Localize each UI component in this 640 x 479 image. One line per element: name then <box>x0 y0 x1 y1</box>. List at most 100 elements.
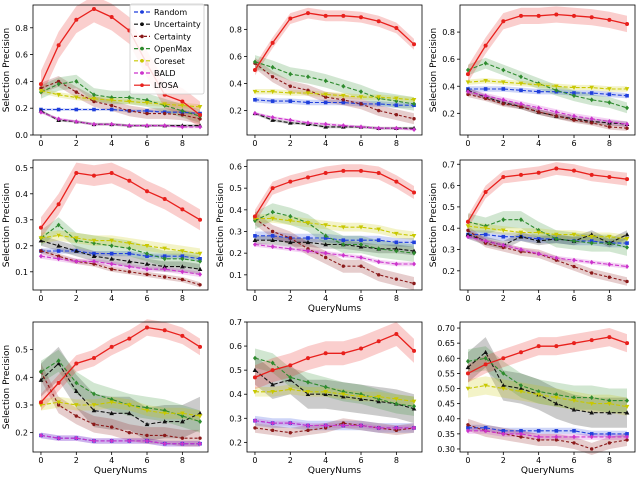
point-openmax <box>625 398 630 404</box>
point-openmax <box>145 97 150 103</box>
series-line-coreset <box>40 234 201 255</box>
point-coreset <box>624 404 630 410</box>
point-lfosa <box>607 335 612 340</box>
x-tick-label: 6 <box>144 139 149 148</box>
band-random <box>41 432 200 447</box>
legend-label-coreset: Coreset <box>154 57 185 66</box>
point-coreset <box>56 233 61 238</box>
point-openmax <box>127 95 132 100</box>
x-axis-label: QueryNums <box>521 466 575 476</box>
point-openmax <box>74 380 79 386</box>
point-bald <box>252 110 257 116</box>
point-random <box>109 251 114 256</box>
panel-2: 0 2 4 6 8 0.2 0.4 0.6 0.8 <box>229 4 423 148</box>
point-uncertainty <box>411 248 417 253</box>
legend-label-bald: BALD <box>154 69 176 78</box>
point-bald <box>288 117 293 123</box>
point-openmax <box>554 392 559 397</box>
series-line-coreset <box>255 91 415 101</box>
y-tick-label: 0.4 <box>442 224 455 233</box>
point-lfosa <box>483 43 488 48</box>
x-tick-label: 8 <box>394 139 399 148</box>
axes-frame <box>459 321 636 453</box>
point-bald <box>74 119 79 124</box>
point-certainty <box>589 271 594 275</box>
point-coreset <box>483 226 488 231</box>
point-openmax <box>127 246 132 251</box>
point-random <box>145 254 149 258</box>
point-certainty <box>466 92 470 97</box>
panel-4: 0 2 4 6 8 0.1 0.2 0.3 0.4 0.5 Selection Precision <box>2 159 209 303</box>
point-certainty <box>288 236 293 240</box>
point-certainty <box>625 126 629 130</box>
point-coreset <box>341 392 346 397</box>
point-lfosa <box>305 356 310 361</box>
point-coreset <box>109 238 114 243</box>
y-tick-label: 0.2 <box>229 249 242 258</box>
point-certainty <box>323 255 328 260</box>
band-openmax <box>468 346 627 413</box>
point-random <box>341 238 346 242</box>
point-certainty <box>536 438 541 442</box>
point-bald <box>109 438 114 444</box>
series-line-random <box>468 234 627 244</box>
point-coreset <box>501 228 506 233</box>
point-certainty <box>376 273 381 277</box>
point-openmax <box>394 248 399 254</box>
x-tick-label: 8 <box>607 294 612 303</box>
point-coreset <box>394 96 399 101</box>
point-coreset <box>74 403 79 408</box>
point-openmax <box>607 240 612 246</box>
point-lfosa <box>607 175 612 180</box>
point-openmax <box>270 360 275 366</box>
point-uncertainty <box>554 401 559 406</box>
axes-frame <box>246 4 423 136</box>
point-certainty <box>519 435 523 439</box>
point-coreset <box>536 392 541 397</box>
y-tick-label: 0.5 <box>15 346 28 355</box>
point-coreset <box>288 387 293 392</box>
point-bald <box>305 120 310 126</box>
point-coreset <box>305 390 311 395</box>
point-coreset <box>197 251 203 256</box>
series-line-openmax <box>467 62 628 109</box>
point-uncertainty <box>536 238 541 243</box>
series-line-certainty <box>467 229 628 283</box>
y-tick-label: 0.3 <box>229 228 242 237</box>
point-coreset <box>341 225 346 230</box>
x-tick-label: 0 <box>252 456 257 465</box>
point-uncertainty <box>518 386 524 391</box>
point-random <box>466 426 470 430</box>
point-bald <box>518 247 523 252</box>
point-coreset <box>411 399 417 404</box>
series-line-uncertainty <box>254 369 415 410</box>
point-certainty <box>180 436 185 440</box>
point-openmax <box>607 398 612 404</box>
point-lfosa <box>127 178 132 183</box>
band-openmax <box>255 348 414 416</box>
x-tick-label: 8 <box>394 294 399 303</box>
legend-marker-openmax <box>140 46 144 51</box>
point-uncertainty <box>109 410 114 416</box>
legend-marker-certainty <box>140 34 144 39</box>
point-lfosa <box>74 17 79 22</box>
point-bald <box>412 127 417 132</box>
point-certainty <box>394 112 399 117</box>
axes-frame <box>32 159 209 291</box>
point-bald <box>305 248 310 254</box>
x-tick-label: 4 <box>536 294 541 303</box>
point-coreset <box>91 403 97 408</box>
point-certainty <box>412 117 416 121</box>
point-random <box>554 429 559 433</box>
x-tick-label: 4 <box>109 456 114 465</box>
point-random <box>341 100 346 105</box>
point-openmax <box>412 101 417 107</box>
point-lfosa <box>341 13 346 18</box>
point-certainty <box>412 281 416 286</box>
point-openmax <box>589 240 594 246</box>
series-line-certainty <box>254 62 415 120</box>
point-random <box>56 107 61 112</box>
y-tick-label: 0.2 <box>229 107 242 116</box>
point-lfosa <box>536 13 541 18</box>
